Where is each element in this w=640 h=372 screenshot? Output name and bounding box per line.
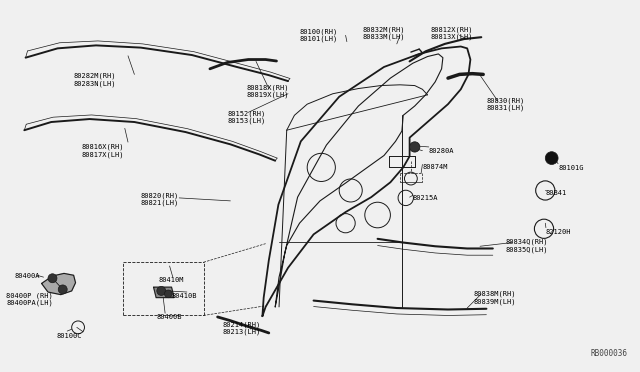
Text: 80400A: 80400A (14, 273, 40, 279)
Text: 80830(RH)
80831(LH): 80830(RH) 80831(LH) (486, 97, 525, 111)
Text: 80215A: 80215A (412, 195, 438, 201)
Text: 80100C: 80100C (56, 333, 82, 339)
Text: 80818X(RH)
80819X(LH): 80818X(RH) 80819X(LH) (246, 84, 289, 98)
Text: 80874M: 80874M (422, 164, 448, 170)
Circle shape (157, 286, 166, 295)
Text: 80400B: 80400B (157, 314, 182, 320)
Text: 80812X(RH)
80813X(LH): 80812X(RH) 80813X(LH) (430, 26, 472, 41)
Text: RB000036: RB000036 (590, 349, 627, 358)
Polygon shape (42, 273, 76, 295)
Text: 80816X(RH)
80817X(LH): 80816X(RH) 80817X(LH) (82, 144, 124, 158)
Text: 80280A: 80280A (429, 148, 454, 154)
Text: 80214(RH)
80213(LH): 80214(RH) 80213(LH) (223, 321, 261, 335)
Text: 80152(RH)
80153(LH): 80152(RH) 80153(LH) (227, 110, 266, 124)
Circle shape (48, 274, 57, 283)
Text: 80282M(RH)
80283N(LH): 80282M(RH) 80283N(LH) (74, 73, 116, 87)
Text: 80400P (RH)
80400PA(LH): 80400P (RH) 80400PA(LH) (6, 292, 53, 307)
Text: 82120H: 82120H (546, 230, 572, 235)
Text: 80834Q(RH)
80835Q(LH): 80834Q(RH) 80835Q(LH) (506, 238, 548, 253)
Circle shape (58, 285, 67, 294)
Text: 80B41: 80B41 (546, 190, 567, 196)
Text: 80100(RH)
80101(LH): 80100(RH) 80101(LH) (300, 28, 338, 42)
Text: 80410M: 80410M (159, 277, 184, 283)
Text: 80832M(RH)
80833M(LH): 80832M(RH) 80833M(LH) (363, 26, 405, 41)
Circle shape (545, 152, 558, 164)
Text: 80820(RH)
80821(LH): 80820(RH) 80821(LH) (141, 192, 179, 206)
Text: 80101G: 80101G (558, 165, 584, 171)
Text: 80410B: 80410B (172, 293, 197, 299)
Circle shape (164, 290, 172, 298)
Text: 80838M(RH)
80839M(LH): 80838M(RH) 80839M(LH) (474, 291, 516, 305)
Circle shape (410, 142, 420, 152)
Polygon shape (154, 287, 174, 298)
